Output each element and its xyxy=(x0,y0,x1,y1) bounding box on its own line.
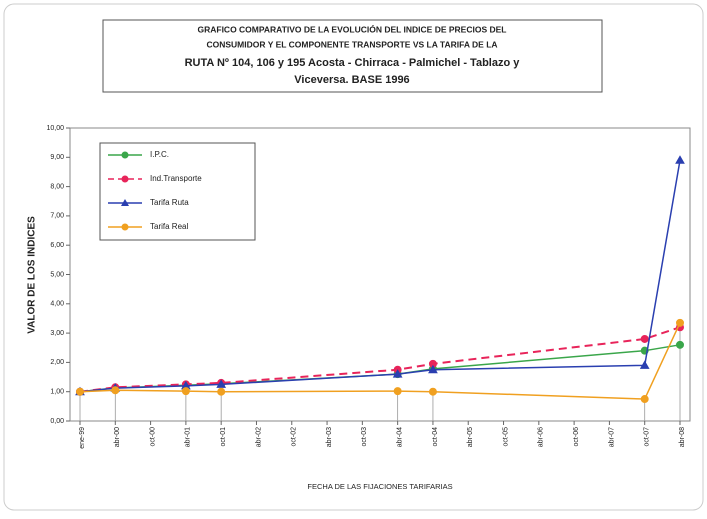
y-tick-label: 3,00 xyxy=(50,330,64,337)
x-tick-label: abr-08 xyxy=(679,427,686,447)
marker xyxy=(76,387,84,396)
marker xyxy=(639,360,650,369)
y-tick-label: 8,00 xyxy=(50,183,64,190)
legend-label: I.P.C. xyxy=(150,150,169,159)
chart-title: Viceversa. BASE 1996 xyxy=(294,74,409,86)
marker xyxy=(640,395,649,404)
y-axis-label: VALOR DE LOS INDICES xyxy=(27,216,38,334)
marker xyxy=(217,387,226,396)
y-tick-label: 7,00 xyxy=(50,213,64,220)
x-tick-label: oct-04 xyxy=(432,427,439,447)
x-tick-label: abr-02 xyxy=(255,427,262,447)
series-line xyxy=(79,322,681,400)
legend-marker xyxy=(121,199,129,206)
x-tick-label: ene-99 xyxy=(79,427,86,449)
y-tick-label: 2,00 xyxy=(50,359,64,366)
x-tick-label: oct-02 xyxy=(291,427,298,447)
marker xyxy=(676,340,684,349)
legend-label: Tarifa Real xyxy=(150,222,188,231)
marker xyxy=(428,364,438,374)
marker xyxy=(181,387,190,396)
marker xyxy=(111,386,120,395)
x-tick-label: abr-06 xyxy=(538,427,545,447)
chart-title: GRAFICO COMPARATIVO DE LA EVOLUCIÓN DEL … xyxy=(197,23,506,34)
x-axis-label: FECHA DE LAS FIJACIONES TARIFARIAS xyxy=(307,482,452,491)
x-tick-label: oct-01 xyxy=(220,427,227,447)
legend-label: Tarifa Ruta xyxy=(150,198,189,207)
y-tick-label: 0,00 xyxy=(50,418,64,425)
x-tick-label: oct-05 xyxy=(502,427,509,447)
x-tick-label: abr-03 xyxy=(326,427,333,447)
y-tick-label: 1,00 xyxy=(50,389,64,396)
marker xyxy=(676,318,684,327)
legend-label: Ind.Transporte xyxy=(150,174,202,183)
marker xyxy=(392,369,403,378)
x-tick-label: abr-05 xyxy=(467,427,474,447)
y-tick-label: 10,00 xyxy=(46,125,64,132)
legend-marker xyxy=(121,175,129,183)
chart-title: CONSUMIDOR Y EL COMPONENTE TRANSPORTE VS… xyxy=(206,39,497,49)
marker xyxy=(428,387,437,396)
y-tick-label: 9,00 xyxy=(50,154,64,161)
x-tick-label: oct-00 xyxy=(149,427,156,447)
x-tick-label: abr-00 xyxy=(114,427,121,447)
x-tick-label: oct-06 xyxy=(573,427,580,447)
marker xyxy=(640,334,649,343)
x-tick-label: abr-01 xyxy=(185,427,192,447)
x-tick-label: oct-03 xyxy=(361,427,368,447)
marker xyxy=(216,379,227,388)
plot-area xyxy=(69,127,691,422)
legend-marker xyxy=(121,223,129,231)
legend-marker xyxy=(121,151,129,159)
x-tick-label: abr-07 xyxy=(608,427,615,447)
marker xyxy=(393,387,402,396)
title-box xyxy=(102,19,603,93)
x-tick-label: oct-07 xyxy=(644,427,651,447)
y-tick-label: 4,00 xyxy=(50,301,64,308)
x-tick-label: abr-04 xyxy=(396,427,403,447)
chart-title: RUTA Nº 104, 106 y 195 Acosta - Chirraca… xyxy=(185,57,521,69)
y-tick-label: 5,00 xyxy=(50,271,64,278)
series-line xyxy=(79,160,681,393)
y-tick-label: 6,00 xyxy=(50,242,64,249)
marker xyxy=(675,155,685,164)
